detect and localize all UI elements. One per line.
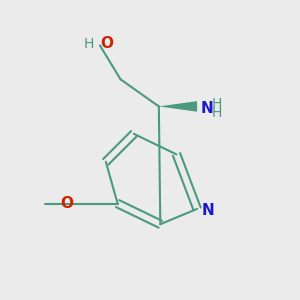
Text: H: H — [212, 106, 222, 120]
Text: O: O — [100, 37, 113, 52]
Text: H: H — [212, 98, 222, 111]
Text: methoxy: methoxy — [47, 203, 53, 204]
Text: O: O — [60, 196, 74, 211]
Polygon shape — [159, 101, 197, 112]
Text: N: N — [202, 203, 214, 218]
Text: N: N — [201, 101, 213, 116]
Text: H: H — [84, 37, 94, 51]
